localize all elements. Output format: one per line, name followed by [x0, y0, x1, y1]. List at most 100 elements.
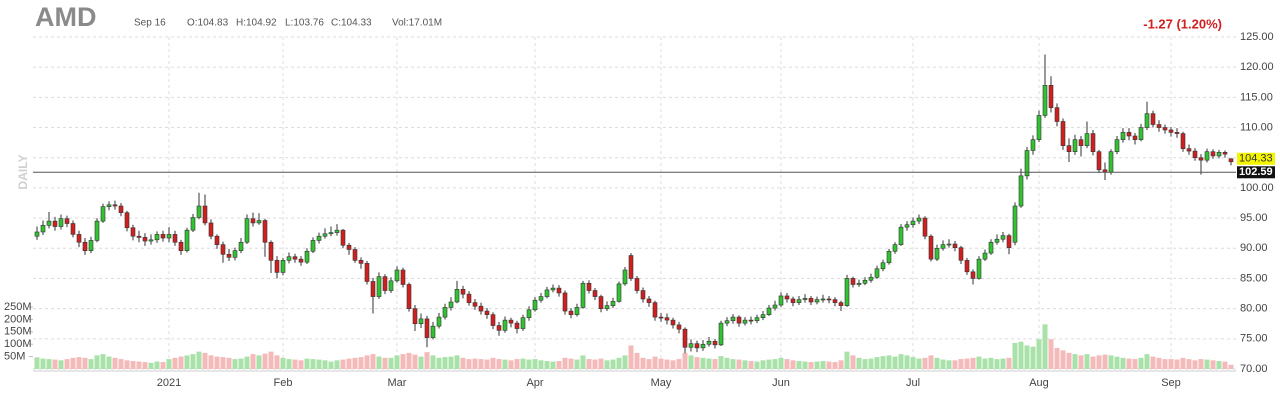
volume-bar	[664, 359, 670, 369]
candle-body	[886, 250, 892, 264]
candle-body	[82, 241, 88, 251]
candle-body	[466, 293, 472, 303]
volume-bar	[988, 357, 994, 369]
candle-body	[292, 256, 298, 260]
candle-body	[1042, 84, 1048, 116]
volume-bar	[478, 359, 484, 369]
candle-body	[142, 237, 148, 242]
candle-body	[388, 280, 394, 291]
candle-body	[526, 309, 532, 318]
volume-bar	[454, 355, 460, 369]
y-tick-label: 90.00	[1240, 242, 1268, 254]
volume-bar	[844, 351, 850, 369]
candle-body	[970, 271, 976, 279]
candle-body	[1186, 148, 1192, 152]
candle-body	[1150, 113, 1156, 125]
candle-body	[112, 204, 118, 207]
candle-body	[802, 298, 808, 300]
volume-bar	[730, 359, 736, 369]
volume-bar	[676, 359, 682, 369]
candle-body	[136, 235, 142, 238]
candle-body	[58, 218, 64, 227]
volume-bar	[574, 359, 580, 369]
candle-body	[946, 243, 952, 246]
candle-body	[1204, 151, 1210, 161]
price-tag: 104.33	[1239, 153, 1273, 165]
volume-bar	[856, 357, 862, 369]
candle-body	[1012, 205, 1018, 243]
y-tick-label: 85.00	[1240, 272, 1268, 284]
volume-bar	[250, 354, 256, 369]
candle-body	[1156, 124, 1162, 128]
candle-body	[1222, 151, 1228, 155]
volume-bar	[670, 360, 676, 369]
volume-tick-label: 200M	[4, 313, 32, 325]
volume-bar	[1012, 342, 1018, 369]
volume-bar	[652, 356, 658, 369]
candle-body	[832, 299, 838, 303]
candle-body	[610, 301, 616, 306]
candle-body	[622, 269, 628, 285]
candle-body	[1108, 151, 1114, 173]
volume-bar	[172, 357, 178, 369]
volume-bar	[742, 360, 748, 369]
volume-bar	[1054, 347, 1060, 369]
volume-bar	[964, 358, 970, 369]
volume-bar	[376, 356, 382, 369]
volume-bar	[538, 360, 544, 369]
volume-bar	[76, 357, 82, 369]
candle-body	[196, 205, 202, 218]
volume-bar	[784, 359, 790, 369]
volume-bar	[100, 354, 106, 369]
candle-body	[1030, 139, 1036, 151]
volume-bar	[70, 357, 76, 369]
x-tick-label: Apr	[526, 377, 543, 389]
volume-bar	[520, 358, 526, 369]
volume-bar	[658, 358, 664, 369]
candle-body	[1018, 175, 1024, 207]
volume-bar	[1006, 357, 1012, 369]
candle-body	[742, 319, 748, 324]
volume-bar	[874, 357, 880, 369]
x-tick-label: Sep	[1161, 377, 1181, 389]
volume-bar	[382, 357, 388, 369]
volume-bar	[934, 357, 940, 369]
volume-bar	[640, 357, 646, 369]
volume-bar	[232, 359, 238, 369]
candle-body	[490, 314, 496, 326]
volume-bar	[196, 351, 202, 369]
candle-body	[790, 298, 796, 303]
side-label: DAILY	[16, 155, 30, 190]
candle-body	[592, 290, 598, 297]
candle-body	[40, 225, 46, 233]
candle-body	[1048, 84, 1054, 108]
volume-bar	[82, 357, 88, 369]
candle-body	[124, 212, 130, 229]
volume-tick-label: 50M	[4, 351, 25, 363]
candle-body	[664, 317, 670, 321]
candle-body	[514, 322, 520, 329]
candle-body	[682, 328, 688, 348]
candle-body	[244, 218, 250, 243]
volume-bar	[736, 359, 742, 369]
y-tick-label: 80.00	[1240, 303, 1268, 315]
candle-body	[604, 305, 610, 309]
volume-bar	[826, 361, 832, 369]
volume-bar	[1174, 359, 1180, 369]
volume-bar	[1000, 358, 1006, 369]
candle-body	[760, 314, 766, 318]
volume-bar	[280, 357, 286, 369]
volume-bar	[928, 355, 934, 369]
volume-bar	[1222, 361, 1228, 369]
volume-bar	[556, 361, 562, 369]
x-tick-label: Feb	[274, 377, 293, 389]
volume-bar	[814, 361, 820, 369]
candle-body	[550, 287, 556, 291]
volume-bar	[1066, 352, 1072, 369]
candle-body	[1180, 133, 1186, 149]
volume-bar	[346, 358, 352, 369]
candle-body	[424, 318, 430, 338]
candle-body	[814, 299, 820, 303]
volume-bar	[328, 361, 334, 369]
candle-body	[394, 269, 400, 282]
